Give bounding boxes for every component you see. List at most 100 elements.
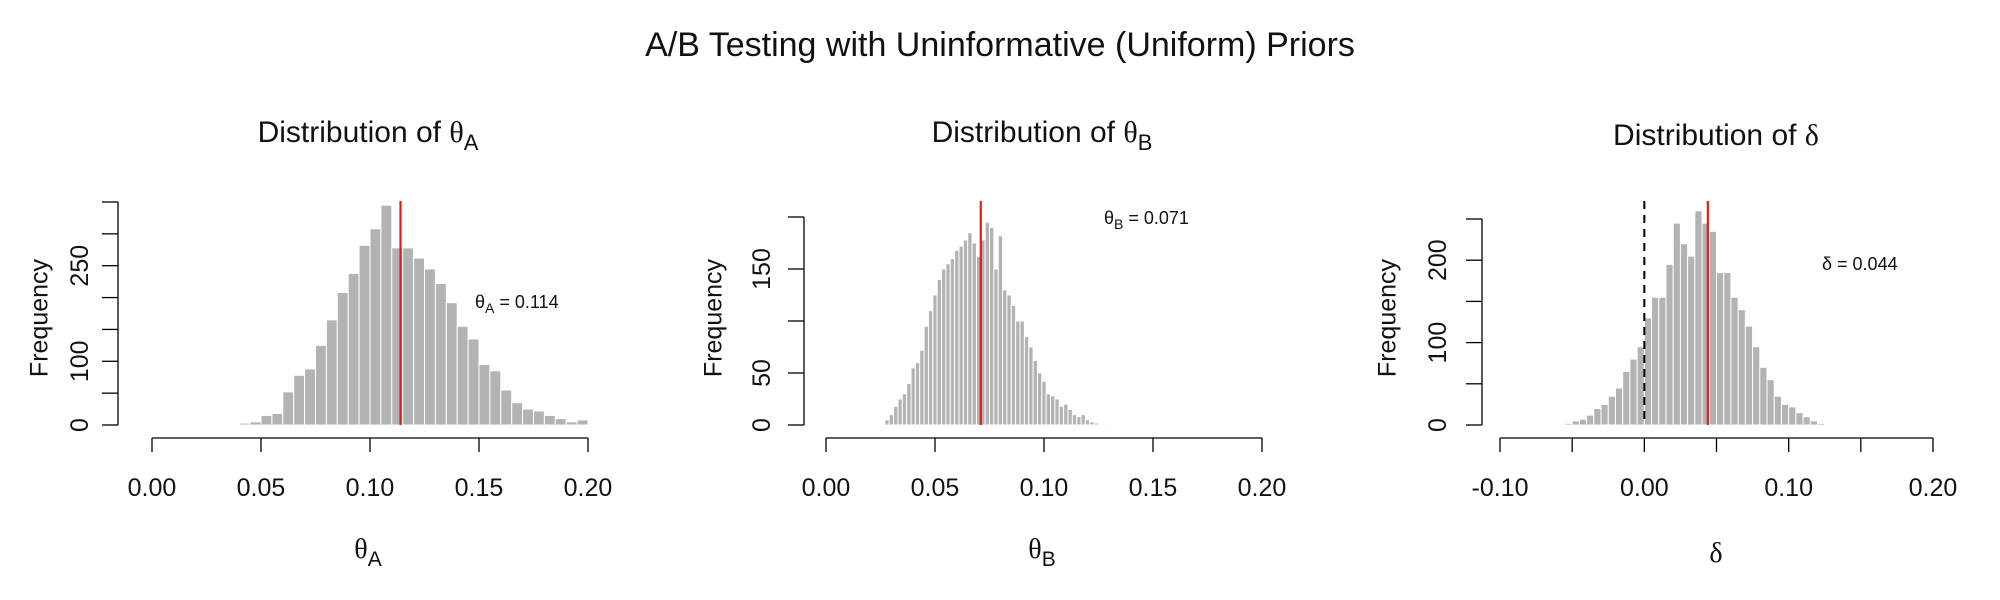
histogram-bar [971, 242, 977, 426]
histogram-bar [954, 249, 960, 426]
mean-annotation: θB = 0.071 [1104, 208, 1189, 232]
panel-title-symbol: θ [449, 116, 463, 149]
panel-title-text: Distribution of [258, 116, 450, 149]
histogram-bar [919, 349, 925, 426]
histogram-bar [1780, 403, 1790, 426]
histogram-bar [1106, 423, 1113, 426]
y-axis-title: Frequency [26, 258, 54, 377]
histogram-bar [962, 239, 969, 426]
histogram-bar [958, 245, 964, 426]
histogram-bar [1723, 272, 1732, 426]
histogram-bar [1045, 393, 1052, 426]
histogram-bar [315, 344, 327, 426]
y-tick-label: 200 [1424, 239, 1452, 281]
histogram-bar [1015, 320, 1021, 426]
histogram-bar [260, 414, 273, 426]
histogram-bar [906, 382, 912, 426]
histogram-bar [927, 310, 934, 426]
x-axis-title-subscript: A [368, 548, 382, 571]
x-axis-title-symbol: δ [1709, 538, 1722, 569]
histogram-bar [1600, 403, 1609, 426]
histogram-bar [1607, 395, 1616, 426]
histogram-bar [304, 368, 317, 426]
y-tick-label: 150 [748, 248, 776, 290]
histogram-bar [1622, 370, 1631, 426]
mean-annotation: θA = 0.114 [475, 292, 559, 316]
histogram-bar [1076, 416, 1082, 426]
histogram-bar [1752, 346, 1761, 426]
histogram-bar [1102, 423, 1108, 426]
histogram-bar [1080, 414, 1086, 426]
histogram-bar [932, 294, 938, 426]
histogram-bar [238, 422, 251, 426]
histogram-bar [989, 226, 995, 426]
histogram-bar [1006, 294, 1012, 426]
x-tick-label: 0.10 [1020, 474, 1069, 502]
annotation-symbol: θ [475, 292, 485, 312]
histogram-bar [1032, 360, 1038, 426]
x-axis-title: θA [354, 534, 381, 571]
histogram-bar [478, 363, 491, 426]
histogram-bar [347, 272, 360, 426]
histogram-bar [336, 291, 349, 426]
histogram-bar [1093, 422, 1100, 426]
histogram-bar [1687, 255, 1696, 426]
histogram-bar [1098, 423, 1104, 426]
histogram-bar [945, 263, 951, 426]
y-tick-label: 250 [66, 245, 94, 287]
histogram-bar [1071, 414, 1078, 426]
panel-theta-b: 0 50 150 0.00 0.05 0.10 0.15 0.20 Distribution o… [700, 116, 1287, 571]
histogram-bar [1028, 346, 1034, 426]
histogram-bar [1802, 416, 1811, 426]
histogram-bar [1817, 422, 1826, 426]
x-axis-title: θB [1028, 534, 1055, 571]
annotation-value: = 0.114 [494, 292, 558, 312]
histogram-bar [1050, 395, 1056, 426]
histogram-bar [984, 221, 991, 426]
histogram-bar [293, 374, 306, 426]
histogram-bar [445, 302, 458, 426]
histogram-bar [1063, 403, 1069, 426]
histogram-bar [1010, 304, 1017, 426]
annotation-subscript: B [1114, 216, 1123, 232]
y-tick-label: 0 [1424, 418, 1452, 432]
histogram-bar [1672, 222, 1681, 426]
annotation-subscript: A [485, 300, 495, 316]
histogram-bar [1578, 418, 1588, 426]
histogram-bar [1788, 406, 1797, 426]
histogram-bar [424, 268, 436, 426]
x-tick-label: 0.00 [802, 474, 851, 502]
histogram-bar [1759, 366, 1768, 426]
histogram-bar [1089, 421, 1095, 426]
x-axis-title-symbol: θ [354, 534, 367, 565]
panel-title-text: Distribution of [1613, 119, 1805, 152]
histogram-bar [893, 405, 899, 426]
y-tick-label: 100 [66, 340, 94, 382]
histogram-bar [993, 268, 999, 426]
histogram-bar [1019, 320, 1025, 426]
histogram-bar [1766, 379, 1775, 426]
histogram-bar [249, 421, 262, 426]
histogram-bar [888, 414, 895, 426]
histogram-bar [500, 389, 513, 426]
histogram-bar [1737, 309, 1746, 426]
x-tick-label: 0.10 [1764, 474, 1813, 502]
x-tick-label: 0.00 [128, 474, 177, 502]
annotation-symbol: δ [1822, 254, 1832, 274]
histogram-bar [914, 362, 921, 426]
histogram-bar [369, 228, 382, 426]
histogram-bar [358, 244, 371, 426]
x-tick-label: 0.15 [455, 474, 504, 502]
y-tick-label: 100 [1424, 322, 1452, 364]
panel-title-subscript: A [464, 130, 479, 155]
histogram-bar [949, 258, 956, 426]
x-tick-label: 0.05 [237, 474, 286, 502]
x-tick-label: 0.20 [1909, 474, 1958, 502]
histogram-bar [511, 402, 524, 426]
histogram-bar [1643, 317, 1653, 426]
histogram-bar [1067, 408, 1073, 426]
histogram-bar [1614, 387, 1624, 426]
panel-title-text: Distribution of [932, 116, 1124, 149]
panel-title: Distribution of θB [932, 116, 1153, 155]
histogram-bar [489, 370, 502, 426]
